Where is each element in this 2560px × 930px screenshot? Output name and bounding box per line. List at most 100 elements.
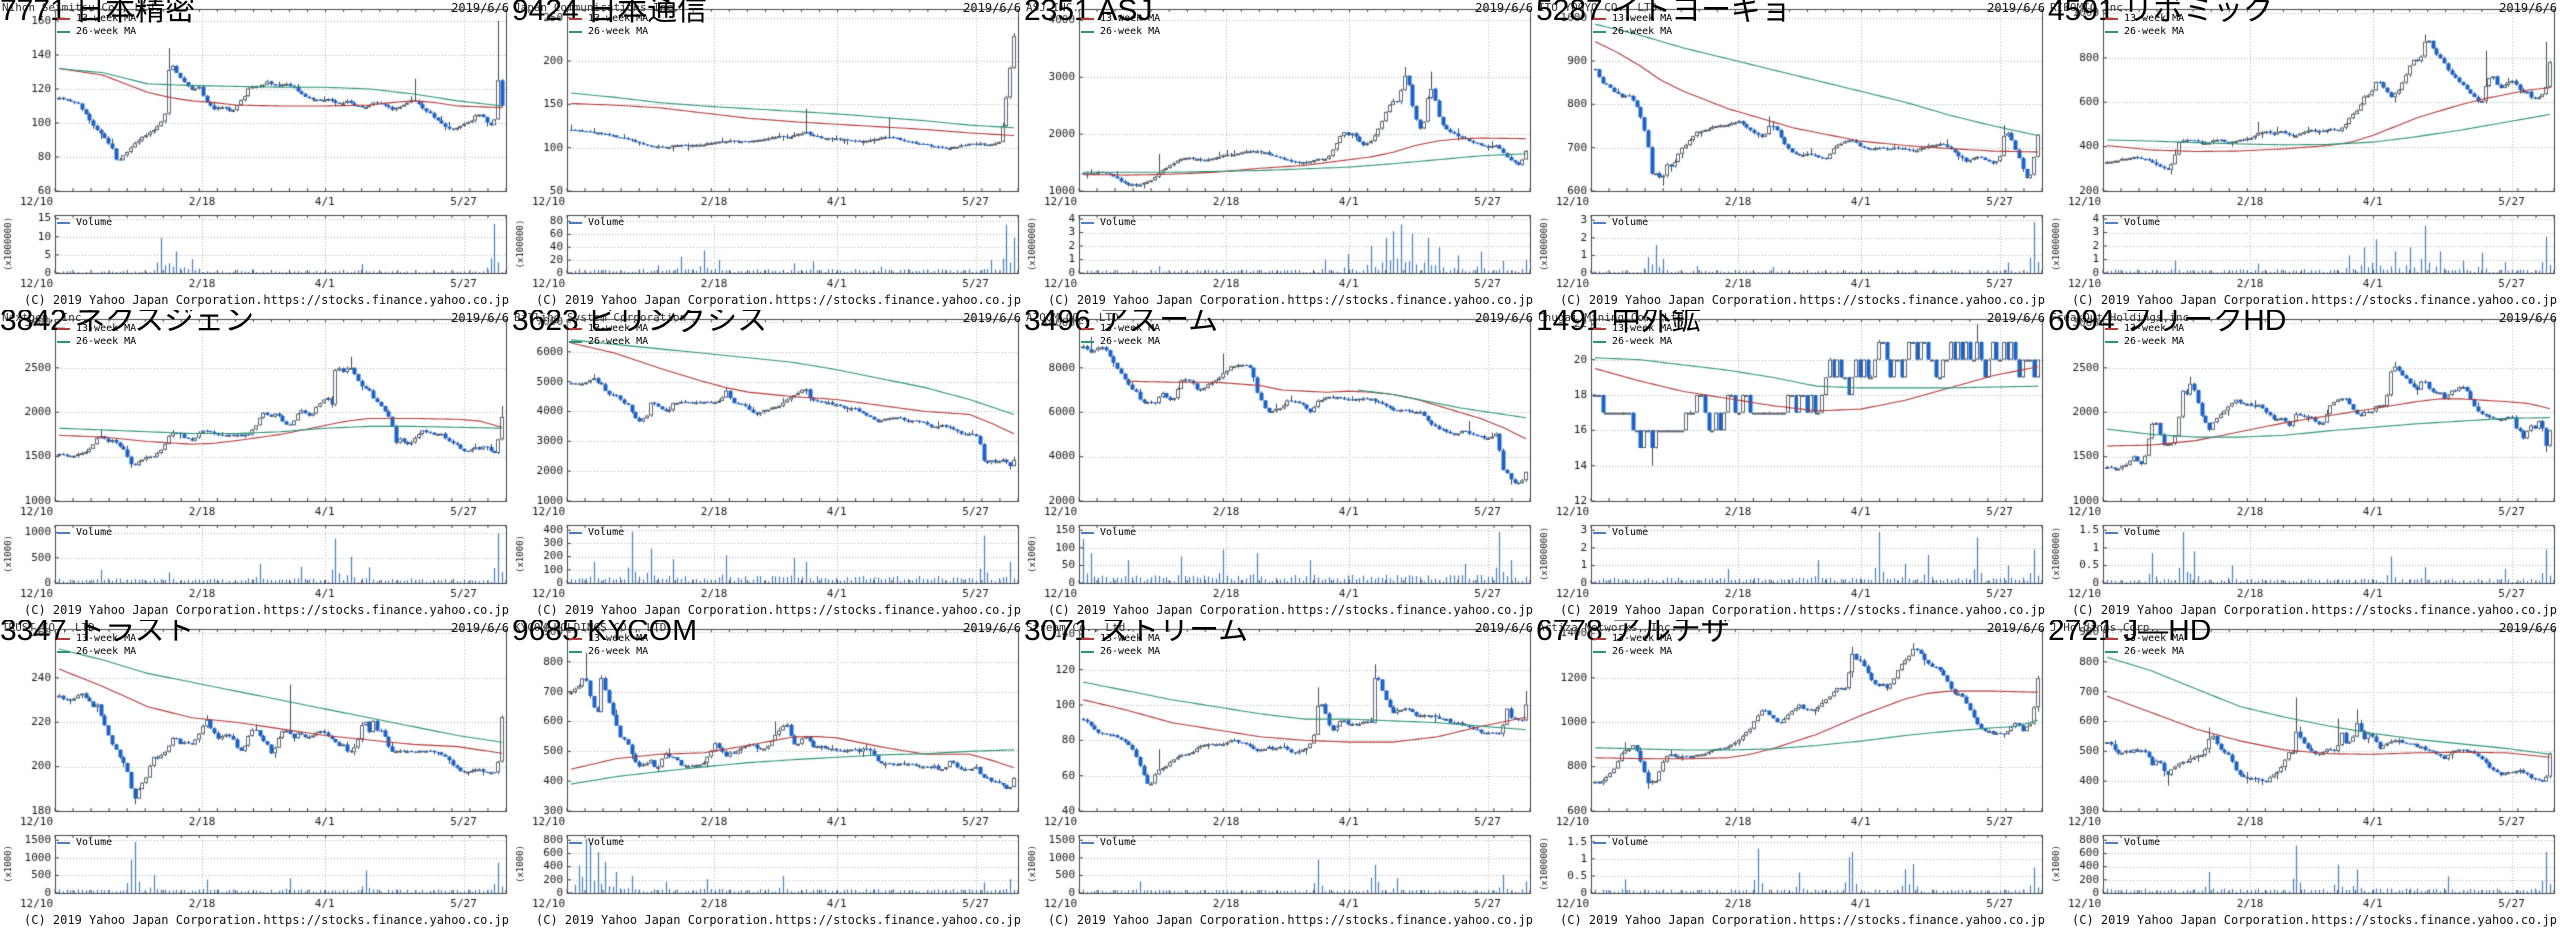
- ma13-legend-label: 13-week MA: [1100, 13, 1161, 24]
- company-name: Japan Communications Inc.: [514, 1, 680, 14]
- ma26-legend-label: 26-week MA: [588, 336, 649, 347]
- source-url: https://stocks.finance.yahoo.co.jp: [1799, 913, 2045, 927]
- chart-title: 1491 中外鉱: [1536, 310, 1702, 337]
- volume-chart-canvas: [1024, 522, 1536, 602]
- ma26-legend-row: 26-week MA: [1081, 335, 1160, 348]
- ma-legend: 13-week MA 26-week MA: [2105, 12, 2184, 38]
- ma26-legend-row: 26-week MA: [2105, 25, 2184, 38]
- copyright-text: (C) 2019 Yahoo Japan Corporation.: [1048, 293, 1287, 307]
- ma-legend: 13-week MA 26-week MA: [569, 632, 648, 658]
- company-name: Chugai Mining Co., Ltd: [1538, 311, 1684, 324]
- chart-footer: (C) 2019 Yahoo Japan Corporation. https:…: [512, 293, 1024, 307]
- volume-chart-canvas: [0, 832, 512, 912]
- volume-legend-dash-icon: [1593, 221, 1606, 224]
- ma13-legend-dash-icon: [1593, 17, 1606, 20]
- volume-legend-dash-icon: [569, 531, 582, 534]
- ma13-legend-dash-icon: [1593, 637, 1606, 640]
- ma13-legend-dash-icon: [569, 637, 582, 640]
- ma13-legend-label: 13-week MA: [2124, 13, 2185, 24]
- ma13-legend-dash-icon: [1081, 637, 1094, 640]
- volume-legend-dash-icon: [57, 531, 70, 534]
- price-chart-canvas: [0, 310, 512, 522]
- price-chart-canvas: [512, 620, 1024, 832]
- stock-chart-cell: TRUST CO., LTD. 3347 トラスト 2019/6/6 13-we…: [0, 620, 512, 930]
- ma13-legend-label: 13-week MA: [1100, 633, 1161, 644]
- chart-title: 6094 フリークHD: [2048, 310, 2287, 337]
- volume-legend-dash-icon: [57, 841, 70, 844]
- volume-legend: Volume: [2105, 837, 2160, 848]
- ma26-legend-dash-icon: [57, 650, 70, 653]
- ma13-legend-label: 13-week MA: [588, 13, 649, 24]
- price-chart-canvas: [512, 0, 1024, 212]
- volume-legend-dash-icon: [569, 841, 582, 844]
- copyright-text: (C) 2019 Yahoo Japan Corporation.: [536, 603, 775, 617]
- volume-legend-label: Volume: [588, 837, 625, 848]
- ma13-legend-dash-icon: [569, 327, 582, 330]
- ma13-legend-label: 13-week MA: [2124, 323, 2185, 334]
- price-chart-canvas: [2048, 310, 2560, 522]
- company-name: Artiza Networks, Inc.: [1538, 621, 1678, 634]
- stock-chart-cell: J Holdings Corp. 2721 J—HD 2019/6/6 13-w…: [2048, 620, 2560, 930]
- volume-legend-dash-icon: [2105, 841, 2118, 844]
- price-chart-canvas: [0, 620, 512, 832]
- source-url: https://stocks.finance.yahoo.co.jp: [2311, 293, 2557, 307]
- volume-chart-canvas: [2048, 522, 2560, 602]
- volume-legend-label: Volume: [1100, 527, 1137, 538]
- chart-date: 2019/6/6: [963, 621, 1021, 635]
- volume-chart-canvas: [2048, 212, 2560, 292]
- chart-title: 3842 ネクスジェン: [0, 310, 255, 337]
- volume-legend: Volume: [1081, 527, 1136, 538]
- volume-chart-canvas: [512, 522, 1024, 602]
- chart-title: 7771 日本精密: [0, 0, 196, 27]
- chart-date: 2019/6/6: [451, 621, 509, 635]
- volume-legend-label: Volume: [1100, 217, 1137, 228]
- source-url: https://stocks.finance.yahoo.co.jp: [263, 603, 509, 617]
- ma-legend: 13-week MA 26-week MA: [1593, 322, 1672, 348]
- ma26-legend-dash-icon: [1593, 650, 1606, 653]
- copyright-text: (C) 2019 Yahoo Japan Corporation.: [24, 603, 263, 617]
- ma-legend: 13-week MA 26-week MA: [57, 322, 136, 348]
- ma13-legend-row: 13-week MA: [1593, 632, 1672, 645]
- source-url: https://stocks.finance.yahoo.co.jp: [1799, 603, 2045, 617]
- company-name: RIBOMIC Inc.: [2050, 1, 2130, 14]
- copyright-text: (C) 2019 Yahoo Japan Corporation.: [1560, 913, 1799, 927]
- volume-chart-canvas: [1536, 832, 2048, 912]
- copyright-text: (C) 2019 Yahoo Japan Corporation.: [2072, 603, 2311, 617]
- ma13-legend-row: 13-week MA: [2105, 12, 2184, 25]
- ma26-legend-label: 26-week MA: [1100, 336, 1161, 347]
- company-name: Nihon Seimitsu Co., Ltd.: [2, 1, 161, 14]
- chart-date: 2019/6/6: [1987, 1, 2045, 15]
- ma26-legend-dash-icon: [1081, 30, 1094, 33]
- copyright-text: (C) 2019 Yahoo Japan Corporation.: [536, 913, 775, 927]
- source-url: https://stocks.finance.yahoo.co.jp: [263, 293, 509, 307]
- ma13-legend-row: 13-week MA: [57, 12, 136, 25]
- chart-title: 3496 アズーム: [1024, 310, 1219, 337]
- price-chart-canvas: [1024, 310, 1536, 522]
- chart-date: 2019/6/6: [963, 311, 1021, 325]
- ma13-legend-row: 13-week MA: [1593, 12, 1672, 25]
- ma13-legend-dash-icon: [2105, 637, 2118, 640]
- ma13-legend-label: 13-week MA: [588, 323, 649, 334]
- chart-footer: (C) 2019 Yahoo Japan Corporation. https:…: [1536, 913, 2048, 927]
- ma26-legend-row: 26-week MA: [57, 645, 136, 658]
- ma26-legend-label: 26-week MA: [588, 646, 649, 657]
- volume-legend: Volume: [1593, 217, 1648, 228]
- stock-chart-cell: ASJ INC. 2351 ASJ 2019/6/6 13-week MA 26…: [1024, 0, 1536, 310]
- chart-date: 2019/6/6: [1475, 621, 1533, 635]
- ma26-legend-row: 26-week MA: [569, 335, 648, 348]
- price-chart-canvas: [1536, 620, 2048, 832]
- ma13-legend-label: 13-week MA: [76, 323, 137, 334]
- source-url: https://stocks.finance.yahoo.co.jp: [775, 603, 1021, 617]
- chart-title: 9685 KYCOM: [512, 620, 698, 647]
- chart-footer: (C) 2019 Yahoo Japan Corporation. https:…: [1536, 603, 2048, 617]
- chart-title: 5287 イトヨーギョ: [1536, 0, 1792, 27]
- volume-legend: Volume: [569, 527, 624, 538]
- source-url: https://stocks.finance.yahoo.co.jp: [775, 913, 1021, 927]
- volume-legend-label: Volume: [2124, 217, 2161, 228]
- volume-chart-canvas: [1536, 212, 2048, 292]
- ma13-legend-dash-icon: [1081, 327, 1094, 330]
- ma26-legend-dash-icon: [2105, 650, 2118, 653]
- volume-legend-label: Volume: [76, 837, 113, 848]
- ma26-legend-row: 26-week MA: [1593, 335, 1672, 348]
- ma13-legend-dash-icon: [57, 327, 70, 330]
